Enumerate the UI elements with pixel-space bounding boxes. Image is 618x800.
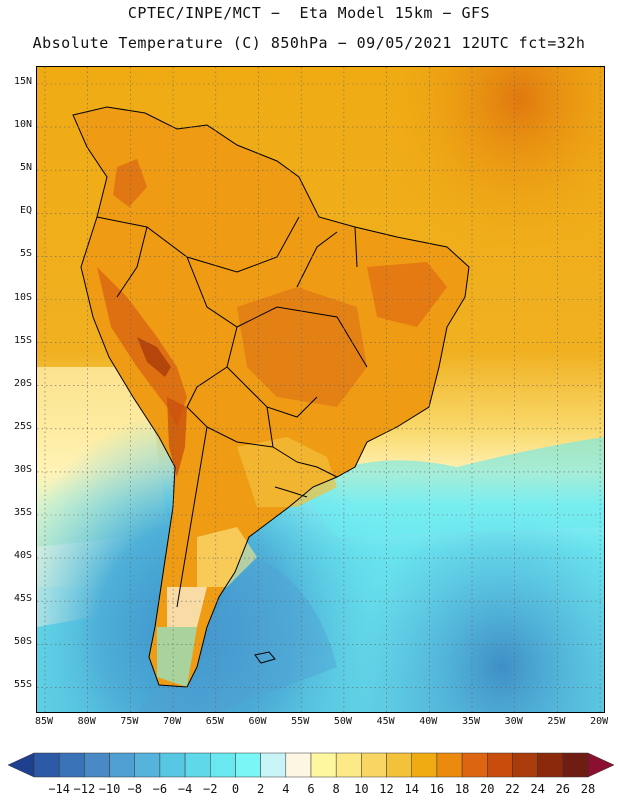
colorbar-label: −6 — [152, 782, 168, 796]
latitude-label: 40S — [13, 550, 32, 562]
longitude-label: 25W — [547, 716, 566, 727]
colorbar-swatch — [184, 752, 211, 778]
longitude-label: 40W — [419, 716, 438, 727]
colorbar-label: 10 — [354, 782, 369, 796]
colorbar-label: 6 — [307, 782, 315, 796]
colorbar-swatch — [411, 752, 438, 778]
colorbar-swatch — [134, 752, 161, 778]
latitude-label: 10N — [13, 119, 32, 131]
colorbar-swatch — [386, 752, 412, 778]
colorbar-label: −8 — [127, 782, 142, 796]
longitude-label: 35W — [461, 716, 481, 727]
colorbar-swatch — [436, 752, 463, 778]
colorbar-swatch — [361, 752, 387, 778]
colorbar-label: 14 — [404, 782, 419, 796]
colorbar-label: 20 — [480, 782, 495, 796]
latitude-label: 20S — [13, 377, 32, 389]
colorbar-label: 16 — [429, 782, 445, 796]
colorbar-high-arrow — [587, 752, 615, 778]
colorbar-low-arrow — [7, 752, 35, 778]
colorbar-swatch — [512, 752, 538, 778]
colorbar-swatch — [487, 752, 513, 778]
longitude-label: 75W — [120, 716, 139, 727]
colorbar-label: 22 — [505, 782, 520, 796]
longitude-label: 30W — [504, 716, 523, 727]
colorbar-label: 2 — [257, 782, 265, 796]
colorbar-swatch — [537, 752, 564, 778]
colorbar-label: 12 — [379, 782, 394, 796]
colorbar-label: −4 — [177, 782, 193, 796]
longitude-label: 60W — [248, 716, 267, 727]
colorbar-swatch — [260, 752, 287, 778]
colorbar-label: 26 — [555, 782, 571, 796]
colorbar-swatch — [33, 752, 60, 778]
longitude-label: 85W — [34, 716, 54, 727]
map-title-line1: CPTEC/INPE/MCT − Eta Model 15km − GFS — [127, 4, 491, 22]
latitude-label: 30S — [13, 463, 32, 475]
latitude-label: 25S — [13, 420, 32, 432]
south-america-landmass — [73, 107, 469, 687]
longitude-label: 55W — [291, 716, 310, 727]
colorbar-swatch — [285, 752, 312, 778]
colorbar-swatch — [562, 752, 589, 778]
colorbar-swatch — [159, 752, 186, 778]
latitude-label: 5N — [19, 162, 32, 174]
colorbar-swatch — [84, 752, 110, 778]
colorbar-label: 28 — [580, 782, 596, 796]
latitude-label: 35S — [13, 507, 32, 518]
colorbar-label: −10 — [98, 782, 121, 796]
colorbar — [7, 752, 615, 778]
colorbar-label: 24 — [530, 782, 545, 796]
longitude-label: 20W — [590, 716, 609, 727]
longitude-label: 45W — [376, 716, 395, 727]
colorbar-swatch — [461, 752, 488, 778]
latitude-label: 50S — [13, 636, 32, 648]
latitude-label: 15N — [13, 76, 32, 87]
temperature-map — [36, 66, 605, 713]
longitude-label: 50W — [333, 716, 352, 727]
latitude-label: 55S — [13, 679, 32, 691]
colorbar-label: −2 — [203, 782, 218, 796]
country-borders — [72, 106, 470, 688]
longitude-label: 80W — [77, 716, 96, 727]
colorbar-label: 18 — [454, 782, 470, 796]
longitude-label: 65W — [205, 716, 224, 727]
colorbar-swatch — [58, 752, 85, 778]
latitude-label: 5S — [19, 248, 32, 260]
colorbar-label: 0 — [231, 782, 240, 796]
map-title-line2: Absolute Temperature (C) 850hPa − 09/05/… — [32, 34, 586, 52]
colorbar-label: 4 — [282, 782, 290, 796]
longitude-label: 70W — [163, 716, 182, 727]
colorbar-label: −14 — [48, 782, 71, 796]
colorbar-swatch — [109, 752, 135, 778]
colorbar-swatch — [235, 752, 261, 778]
colorbar-swatch — [310, 752, 337, 778]
colorbar-swatch — [210, 752, 236, 778]
colorbar-label: 8 — [332, 782, 340, 796]
latitude-label: 10S — [13, 291, 32, 303]
colorbar-swatch — [335, 752, 362, 778]
colorbar-label: −12 — [73, 782, 96, 796]
map-grid — [37, 67, 604, 712]
latitude-label: 45S — [13, 593, 32, 605]
latitude-label: EQ — [19, 205, 32, 217]
latitude-label: 15S — [13, 334, 32, 346]
